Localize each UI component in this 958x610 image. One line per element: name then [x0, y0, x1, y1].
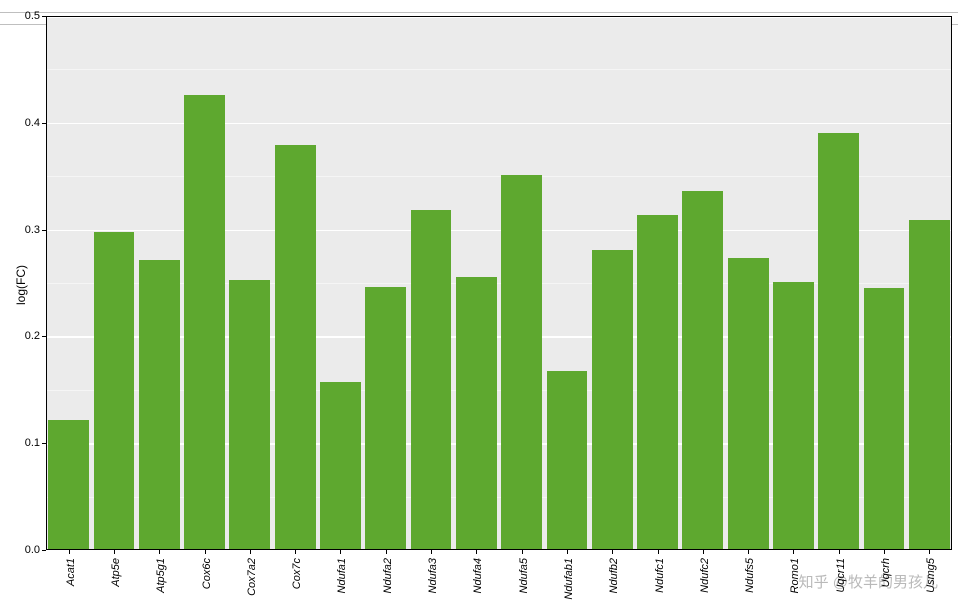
y-tick-label: 0.0	[16, 544, 40, 556]
x-tick-mark	[250, 550, 251, 554]
y-axis-label: log(FC)	[14, 265, 28, 305]
x-tick-mark	[522, 550, 523, 554]
x-tick-label: Ndufa5	[518, 558, 530, 593]
x-tick-mark	[386, 550, 387, 554]
y-tick-label: 0.2	[16, 330, 40, 342]
plot-panel	[46, 16, 952, 550]
bar	[320, 382, 361, 550]
x-tick-mark	[839, 550, 840, 554]
y-tick-label: 0.1	[16, 437, 40, 449]
x-tick-label: Ndufa4	[472, 558, 484, 593]
x-tick-mark	[340, 550, 341, 554]
bar	[818, 133, 859, 550]
x-tick-label: Atp5e	[110, 558, 122, 587]
bar	[592, 250, 633, 550]
x-tick-mark	[476, 550, 477, 554]
x-tick-mark	[884, 550, 885, 554]
top-rule	[0, 12, 958, 13]
x-tick-label: Ndufa2	[382, 558, 394, 593]
x-tick-mark	[159, 550, 160, 554]
x-tick-label: Ndufc2	[699, 558, 711, 593]
bar	[547, 371, 588, 550]
bar	[48, 420, 89, 550]
y-tick-mark	[42, 123, 46, 124]
x-tick-mark	[929, 550, 930, 554]
x-tick-label: Acat1	[65, 558, 77, 586]
x-tick-mark	[748, 550, 749, 554]
x-tick-mark	[703, 550, 704, 554]
bar	[456, 277, 497, 550]
x-tick-label: Atp5g1	[155, 558, 167, 593]
x-tick-mark	[658, 550, 659, 554]
y-tick-label: 0.5	[16, 10, 40, 22]
bar	[139, 260, 180, 550]
y-tick-label: 0.4	[16, 117, 40, 129]
y-tick-label: 0.3	[16, 224, 40, 236]
bar	[682, 191, 723, 550]
bar	[229, 280, 270, 550]
x-tick-label: Ndufa3	[427, 558, 439, 593]
x-tick-mark	[567, 550, 568, 554]
watermark-text: 知乎 @牧羊的男孩儿	[799, 571, 938, 592]
bar	[773, 282, 814, 550]
x-tick-mark	[431, 550, 432, 554]
x-tick-label: Cox6c	[201, 558, 213, 589]
bar	[637, 215, 678, 550]
x-tick-mark	[205, 550, 206, 554]
bar-chart: log(FC) 知乎 @牧羊的男孩儿 0.0 0.1 0.2 0.3 0.4 0.5 Aca…	[0, 0, 958, 610]
y-tick-mark	[42, 443, 46, 444]
x-tick-label: Ndufc1	[654, 558, 666, 593]
bar	[909, 220, 950, 550]
bars-layer	[46, 16, 952, 550]
x-tick-label: Ndufb2	[608, 558, 620, 593]
x-tick-mark	[69, 550, 70, 554]
bar	[728, 258, 769, 550]
x-tick-label: Uqcrh	[880, 558, 892, 587]
x-tick-label: Romo1	[789, 558, 801, 593]
x-tick-mark	[793, 550, 794, 554]
x-tick-label: Ndufs5	[744, 558, 756, 593]
x-tick-mark	[612, 550, 613, 554]
bar	[275, 145, 316, 550]
y-tick-mark	[42, 16, 46, 17]
bar	[501, 175, 542, 550]
x-tick-mark	[295, 550, 296, 554]
x-tick-label: Cox7a2	[246, 558, 258, 596]
y-tick-mark	[42, 336, 46, 337]
bar	[365, 287, 406, 550]
x-tick-label: Cox7c	[291, 558, 303, 589]
y-tick-mark	[42, 550, 46, 551]
x-tick-label: Usmg5	[925, 558, 937, 593]
gridline-major	[46, 550, 952, 552]
bar	[94, 232, 135, 550]
y-tick-mark	[42, 230, 46, 231]
bar	[864, 288, 905, 550]
bar	[184, 95, 225, 550]
x-tick-label: Ndufab1	[563, 558, 575, 600]
bar	[411, 210, 452, 550]
x-tick-label: Ndufa1	[336, 558, 348, 593]
x-tick-label: Uqcr11	[835, 558, 847, 593]
x-tick-mark	[114, 550, 115, 554]
